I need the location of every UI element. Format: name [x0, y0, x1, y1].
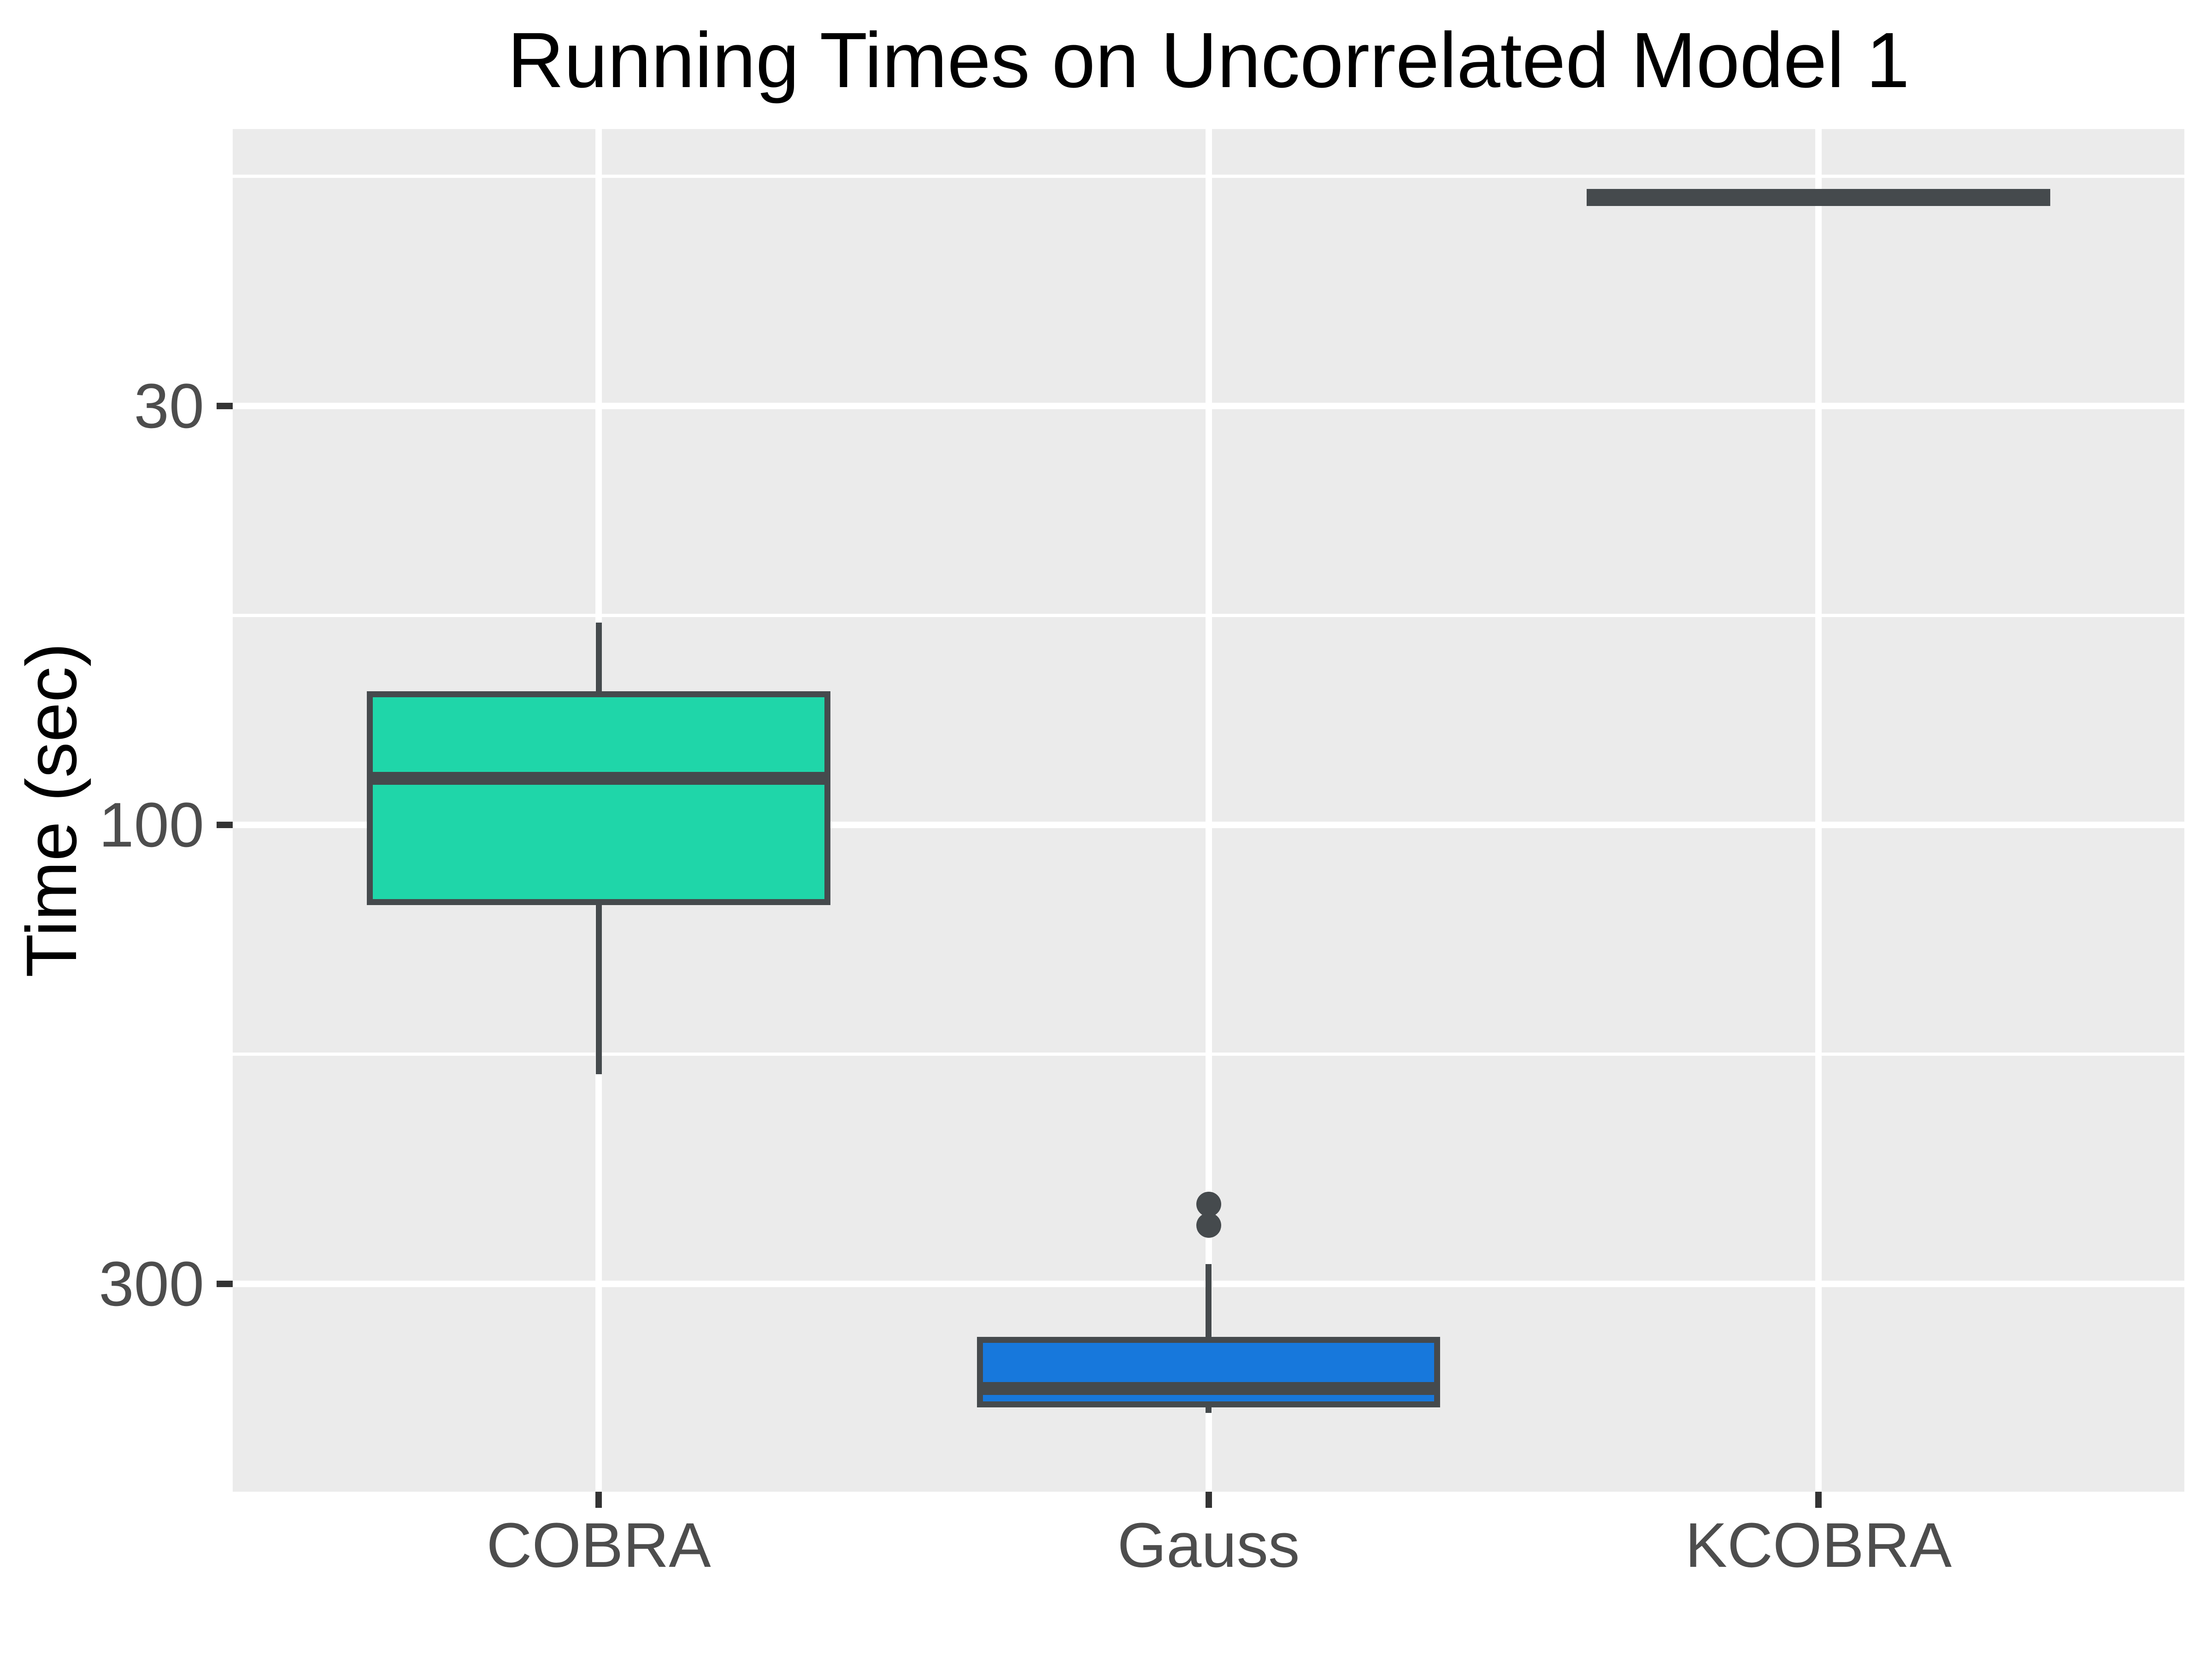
- lower-whisker-cobra: [595, 905, 602, 1075]
- upper-whisker-cobra: [595, 622, 602, 691]
- outlier-point-gauss: [1196, 1212, 1221, 1238]
- gridline-major-vertical: [1205, 129, 1212, 1492]
- y-axis-tick: [217, 402, 233, 409]
- x-axis-tick: [1205, 1492, 1212, 1508]
- y-axis-tick-label: 100: [99, 789, 204, 860]
- chart-title: Running Times on Uncorrelated Model 1: [507, 17, 1910, 104]
- y-axis-tick: [217, 1281, 233, 1288]
- plot-panel: [233, 129, 2184, 1492]
- median-line-gauss: [977, 1382, 1441, 1395]
- y-axis-tick-label: 30: [134, 371, 204, 441]
- x-axis-tick-label: Gauss: [1117, 1510, 1300, 1581]
- outlier-point-gauss: [1196, 1191, 1221, 1217]
- y-axis-tick: [217, 821, 233, 828]
- x-axis-tick-label: KCOBRA: [1685, 1510, 1952, 1581]
- boxplot-box-cobra: [367, 691, 830, 906]
- y-axis-tick-label: 300: [99, 1249, 204, 1320]
- median-line-cobra: [367, 771, 830, 785]
- gridline-major-vertical: [1815, 129, 1822, 1492]
- lower-whisker-gauss: [1206, 1407, 1212, 1413]
- boxplot-box-gauss: [977, 1337, 1441, 1408]
- median-line-kcobra: [1587, 188, 2050, 202]
- upper-whisker-gauss: [1206, 1264, 1212, 1337]
- x-axis-tick: [595, 1492, 602, 1508]
- x-axis-tick-label: COBRA: [486, 1510, 711, 1581]
- x-axis-tick: [1815, 1492, 1822, 1508]
